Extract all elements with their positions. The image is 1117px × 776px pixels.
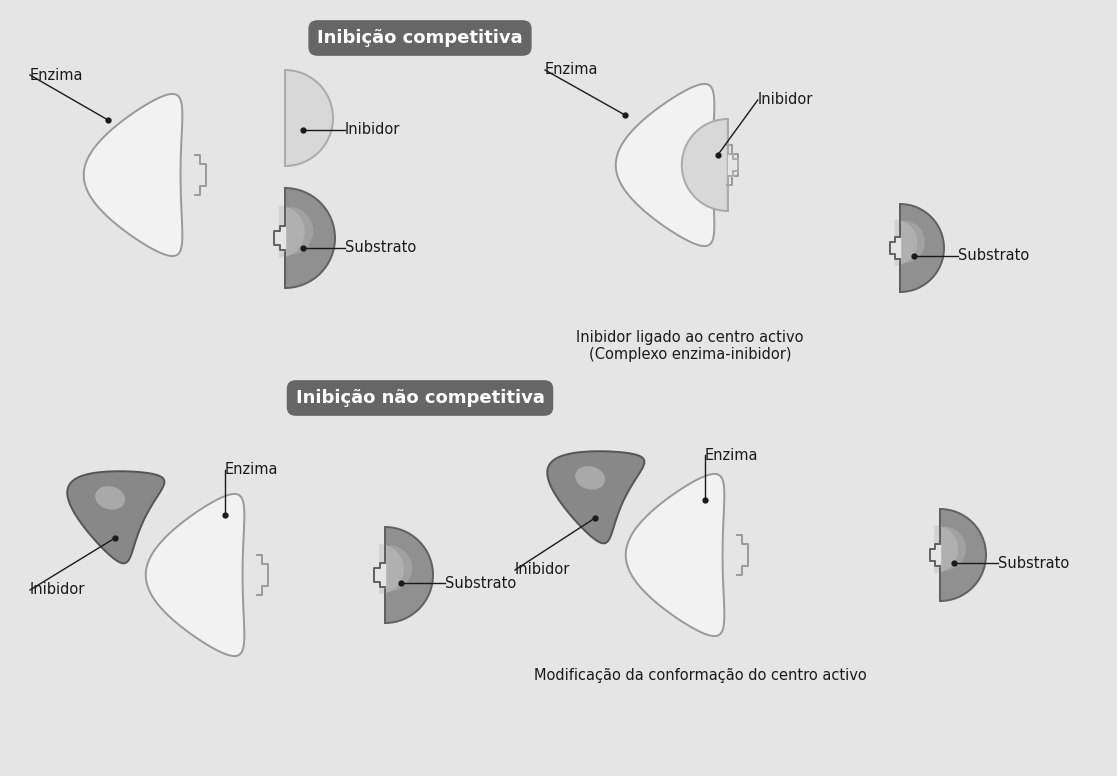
Wedge shape (900, 204, 944, 292)
Text: Inibidor: Inibidor (345, 123, 400, 137)
Wedge shape (944, 526, 966, 570)
Text: Inibição não competitiva: Inibição não competitiva (296, 389, 544, 407)
Text: Enzima: Enzima (30, 68, 84, 82)
Wedge shape (289, 207, 313, 255)
Text: Enzima: Enzima (545, 63, 599, 78)
Polygon shape (615, 84, 715, 246)
Wedge shape (904, 220, 925, 263)
Ellipse shape (95, 486, 125, 510)
Polygon shape (626, 474, 724, 636)
Text: Inibidor: Inibidor (30, 583, 85, 598)
Wedge shape (389, 546, 412, 591)
Polygon shape (736, 535, 752, 575)
Wedge shape (681, 119, 728, 211)
Text: Inibidor ligado ao centro activo
(Complexo enzima-inibidor): Inibidor ligado ao centro activo (Comple… (576, 330, 804, 362)
Polygon shape (84, 94, 182, 256)
Polygon shape (67, 471, 164, 563)
Text: Enzima: Enzima (705, 448, 758, 462)
Polygon shape (145, 494, 245, 656)
Wedge shape (285, 188, 335, 288)
Wedge shape (379, 544, 404, 594)
Polygon shape (726, 145, 742, 185)
Text: Substrato: Substrato (997, 556, 1069, 570)
Wedge shape (385, 527, 433, 623)
Wedge shape (934, 525, 958, 573)
Polygon shape (274, 226, 285, 250)
Polygon shape (728, 154, 738, 176)
Text: Inibidor: Inibidor (757, 92, 813, 108)
Text: Inibição competitiva: Inibição competitiva (317, 29, 523, 47)
Wedge shape (285, 70, 333, 166)
Polygon shape (374, 563, 385, 587)
Text: Enzima: Enzima (225, 462, 278, 477)
Wedge shape (279, 206, 305, 258)
Ellipse shape (575, 466, 605, 490)
Polygon shape (547, 452, 645, 543)
Polygon shape (929, 544, 941, 566)
Wedge shape (895, 220, 917, 265)
Text: Substrato: Substrato (958, 248, 1029, 264)
Text: Inibidor: Inibidor (515, 563, 571, 577)
Polygon shape (890, 237, 900, 258)
Polygon shape (256, 555, 271, 595)
Text: Substrato: Substrato (445, 576, 516, 591)
Wedge shape (941, 509, 986, 601)
Text: Substrato: Substrato (345, 241, 417, 255)
Polygon shape (193, 154, 210, 196)
Text: Modificação da conformação do centro activo: Modificação da conformação do centro act… (534, 668, 867, 683)
